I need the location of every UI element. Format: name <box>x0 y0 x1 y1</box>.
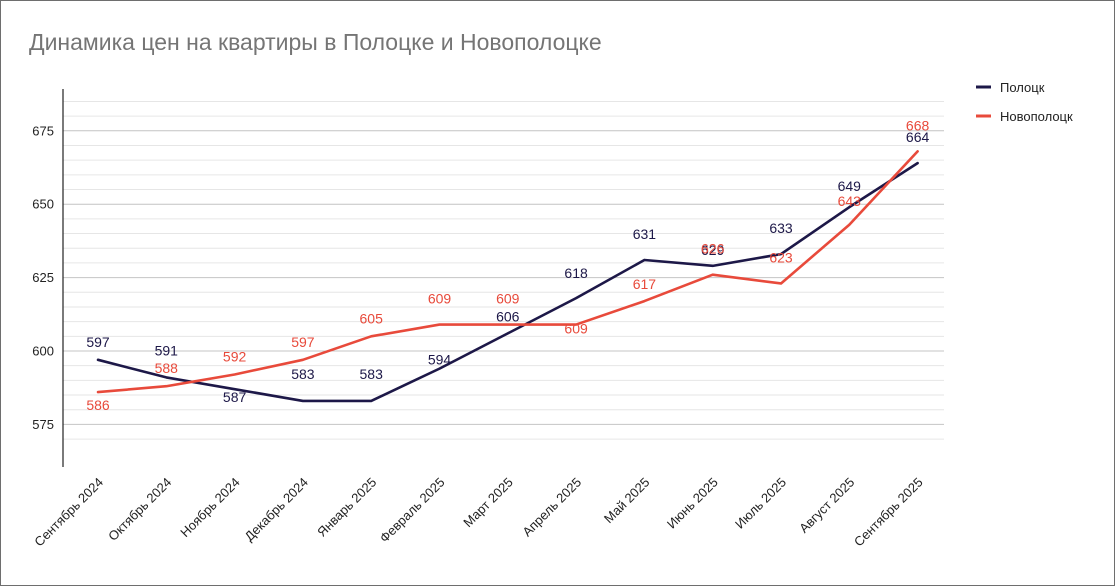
x-tick-label: Сентябрь 2024 <box>31 475 106 550</box>
series-lines <box>96 150 919 403</box>
data-labels: 597 591 587 583 583 594 606 618 631 629 633 649 664 5… <box>86 117 929 413</box>
x-tick-label: Март 2025 <box>460 475 516 531</box>
data-label: 631 <box>633 226 657 242</box>
data-label: 649 <box>838 178 862 194</box>
x-tick-label: Сентябрь 2025 <box>851 475 926 550</box>
x-tick-label: Ноябрь 2024 <box>177 475 243 541</box>
data-label: 592 <box>223 348 247 364</box>
x-tick-label: Февраль 2025 <box>377 475 448 546</box>
data-label: 594 <box>428 352 452 368</box>
data-label: 605 <box>360 310 384 326</box>
y-tick-label: 650 <box>32 197 54 212</box>
data-label: 664 <box>906 129 930 145</box>
data-label: 609 <box>428 291 452 307</box>
x-axis: Сентябрь 2024 Октябрь 2024 Ноябрь 2024Дека… <box>31 475 925 550</box>
data-label: 618 <box>564 265 588 281</box>
data-label: 668 <box>906 117 930 133</box>
y-tick-label: 625 <box>32 270 54 285</box>
data-label: 588 <box>155 360 179 376</box>
x-tick-label: Май 2025 <box>601 475 653 527</box>
x-tick-label: Июль 2025 <box>732 475 789 532</box>
data-label: 597 <box>86 334 110 350</box>
data-label: 633 <box>769 220 793 236</box>
x-tick-label: Октябрь 2024 <box>105 475 174 544</box>
x-tick-label: Июнь 2025 <box>664 475 721 532</box>
legend-label: Новополоцк <box>1000 109 1073 124</box>
data-label: 609 <box>496 291 520 307</box>
data-label: 583 <box>291 366 315 382</box>
x-tick-label: Август 2025 <box>796 475 857 536</box>
legend: Полоцк Новополоцк <box>976 80 1073 124</box>
series-line <box>96 150 919 394</box>
x-tick-label: Декабрь 2024 <box>242 475 311 544</box>
chart-title: Динамика цен на квартиры в Полоцке и Нов… <box>29 29 602 55</box>
data-label: 643 <box>838 193 862 209</box>
series-line <box>96 161 919 403</box>
data-label: 617 <box>633 276 657 292</box>
data-label: 587 <box>223 389 247 405</box>
data-label: 583 <box>360 366 384 382</box>
legend-label: Полоцк <box>1000 80 1045 95</box>
data-label: 586 <box>86 397 110 413</box>
data-label: 609 <box>564 321 588 337</box>
data-label: 629 <box>701 242 725 258</box>
data-label: 626 <box>701 241 725 257</box>
x-tick-label: Апрель 2025 <box>519 475 584 540</box>
data-label: 597 <box>291 334 315 350</box>
gridlines <box>63 100 944 440</box>
y-tick-label: 575 <box>32 417 54 432</box>
data-label: 591 <box>155 342 179 358</box>
y-tick-label: 675 <box>32 123 54 138</box>
y-tick-label: 600 <box>32 344 54 359</box>
data-label: 606 <box>496 308 520 324</box>
data-label: 623 <box>769 249 793 265</box>
x-tick-label: Январь 2025 <box>314 475 379 540</box>
y-axis: 575 600 625 650 675 <box>32 89 64 467</box>
